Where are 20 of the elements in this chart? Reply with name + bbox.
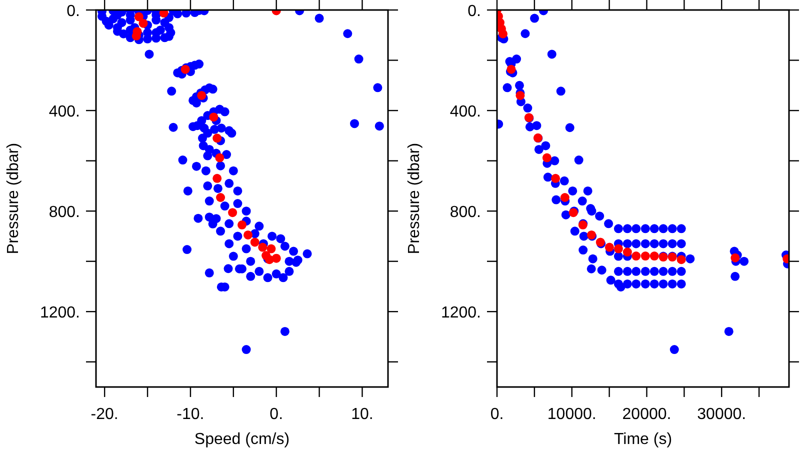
x-tick-label: 0. (270, 406, 284, 423)
y-tick-label: 1200. (40, 304, 80, 322)
x-axis-title: Time (s) (614, 431, 672, 448)
y-tick-label: 1200. (440, 304, 481, 322)
x-tick-label: -10. (176, 406, 204, 423)
x-axis-title: Speed (cm/s) (194, 431, 290, 448)
y-axis-title: Pressure (dbar) (406, 142, 423, 254)
y-tick-label: 0. (468, 3, 481, 20)
y-tick-label: 0. (66, 3, 80, 20)
y-tick-label: 800. (450, 204, 481, 222)
x-tick-label: 10. (351, 406, 374, 423)
y-tick-label: 800. (48, 204, 80, 222)
x-tick-label: 0. (490, 406, 504, 423)
x-tick-label: 20000. (622, 406, 672, 423)
y-axis-title: Pressure (dbar) (5, 142, 22, 254)
y-tick-label: 400. (48, 104, 80, 121)
x-tick-label: 10000. (547, 406, 596, 423)
y-tick-label: 400. (450, 104, 481, 121)
x-tick-label: 30000. (697, 406, 746, 423)
x-tick-label: -20. (90, 406, 118, 423)
